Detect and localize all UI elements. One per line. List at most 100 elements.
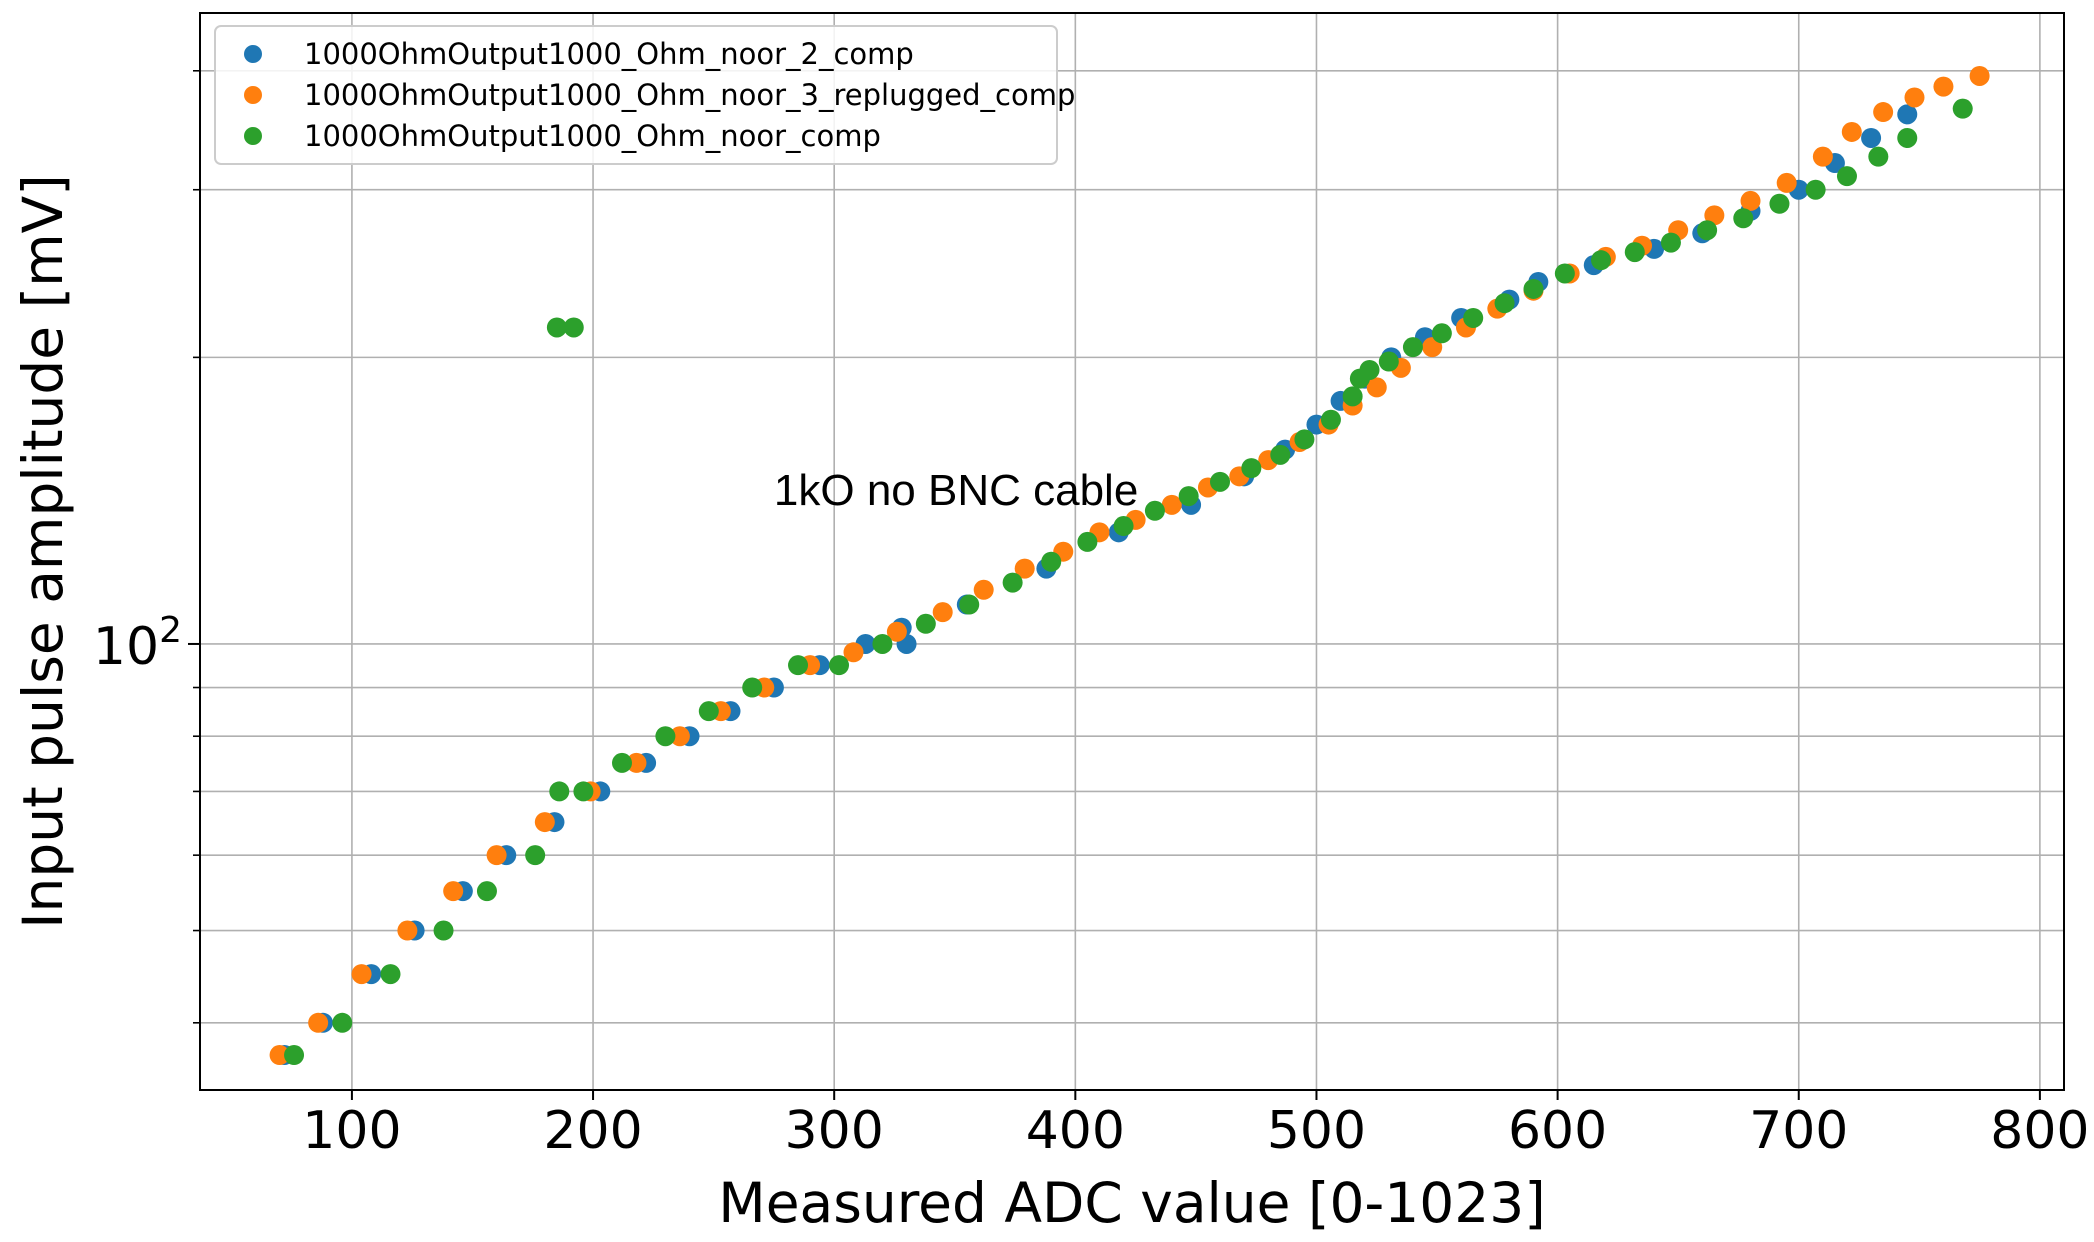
- data-point: [546, 317, 567, 338]
- data-point: [1320, 409, 1341, 430]
- data-point: [742, 677, 763, 698]
- data-point: [626, 752, 647, 773]
- data-point: [1014, 558, 1035, 579]
- annotation-text: 1kO no BNC cable: [774, 466, 1138, 515]
- data-point: [1805, 179, 1826, 200]
- data-point: [1359, 359, 1380, 380]
- data-point: [1591, 250, 1612, 271]
- data-point: [284, 1045, 305, 1066]
- x-tick-label: 200: [543, 1101, 642, 1161]
- data-point: [351, 964, 372, 985]
- data-point: [397, 920, 418, 941]
- data-point: [380, 964, 401, 985]
- data-point: [886, 621, 907, 642]
- data-point: [1002, 572, 1023, 593]
- data-point: [1144, 500, 1165, 521]
- data-point: [433, 920, 454, 941]
- data-point: [1904, 87, 1925, 108]
- legend-label: 1000OhmOutput1000_Ohm_noor_3_replugged_c…: [304, 78, 1075, 112]
- data-point: [1660, 232, 1681, 253]
- data-point: [1868, 146, 1889, 167]
- x-tick-label: 100: [302, 1101, 401, 1161]
- y-axis-label: Input pulse amplitude [mV]: [11, 174, 75, 928]
- legend-label: 1000OhmOutput1000_Ohm_noor_comp: [304, 119, 881, 153]
- data-point: [1161, 494, 1182, 515]
- data-point: [486, 845, 507, 866]
- data-point: [1241, 458, 1262, 479]
- data-point: [308, 1012, 329, 1033]
- plot-frame: [199, 12, 2065, 1091]
- data-point: [573, 781, 594, 802]
- legend-marker: [244, 86, 262, 104]
- legend-marker: [244, 45, 262, 63]
- data-point: [1812, 146, 1833, 167]
- data-point: [1210, 471, 1231, 492]
- data-point: [1769, 193, 1790, 214]
- data-point: [332, 1012, 353, 1033]
- data-point: [549, 781, 570, 802]
- legend-marker: [244, 127, 262, 145]
- data-point: [915, 613, 936, 634]
- data-point: [1952, 98, 1973, 119]
- data-point: [872, 633, 893, 654]
- data-point: [1366, 377, 1387, 398]
- data-point: [1402, 337, 1423, 358]
- data-point: [1077, 531, 1098, 552]
- data-point: [1697, 220, 1718, 241]
- data-point: [1740, 190, 1761, 211]
- x-tick-label: 500: [1267, 1101, 1366, 1161]
- data-point: [1378, 351, 1399, 372]
- data-point: [1463, 307, 1484, 328]
- x-tick-label: 700: [1749, 1101, 1848, 1161]
- data-point: [973, 579, 994, 600]
- data-point: [698, 701, 719, 722]
- data-point: [1342, 386, 1363, 407]
- data-point: [1294, 429, 1315, 450]
- data-point: [655, 726, 676, 747]
- data-point: [1041, 551, 1062, 572]
- data-point: [525, 845, 546, 866]
- legend-box: [214, 25, 1058, 165]
- data-point: [1969, 65, 1990, 86]
- x-tick-label: 800: [1990, 1101, 2089, 1161]
- data-point: [1733, 208, 1754, 229]
- data-point: [1624, 242, 1645, 263]
- data-point: [1431, 323, 1452, 344]
- data-point: [1113, 516, 1134, 537]
- data-point: [843, 642, 864, 663]
- data-point: [1933, 76, 1954, 97]
- legend-label: 1000OhmOutput1000_Ohm_noor_2_comp: [304, 37, 914, 71]
- x-tick-label: 300: [785, 1101, 884, 1161]
- data-point: [1897, 104, 1918, 125]
- data-point: [611, 752, 632, 773]
- x-axis-label: Measured ADC value [0-1023]: [718, 1171, 1545, 1235]
- data-point: [1704, 205, 1725, 226]
- data-point: [669, 726, 690, 747]
- data-point: [1422, 337, 1443, 358]
- series-2: [269, 65, 1990, 1066]
- data-point: [534, 812, 555, 833]
- data-point: [1494, 293, 1515, 314]
- data-point: [1841, 121, 1862, 142]
- data-point: [1554, 263, 1575, 284]
- data-point: [1523, 278, 1544, 299]
- data-point: [443, 881, 464, 902]
- data-point: [932, 602, 953, 623]
- x-tick-label: 600: [1508, 1101, 1607, 1161]
- data-point: [269, 1045, 290, 1066]
- data-point: [1270, 444, 1291, 465]
- y-tick-label: 102: [93, 610, 182, 677]
- data-points: [269, 65, 1990, 1066]
- data-point: [788, 655, 809, 676]
- data-point: [1178, 486, 1199, 507]
- data-point: [1836, 166, 1857, 187]
- data-point: [959, 594, 980, 615]
- legend: 1000OhmOutput1000_Ohm_noor_2_comp 1000Ohm…: [214, 25, 1075, 165]
- data-point: [1897, 127, 1918, 148]
- data-point: [829, 655, 850, 676]
- data-point: [1861, 127, 1882, 148]
- axis-ticks: 100 200 300 400 500 600 700 800 102: [93, 69, 2090, 1161]
- series-3: [284, 98, 1973, 1066]
- data-point: [1776, 172, 1797, 193]
